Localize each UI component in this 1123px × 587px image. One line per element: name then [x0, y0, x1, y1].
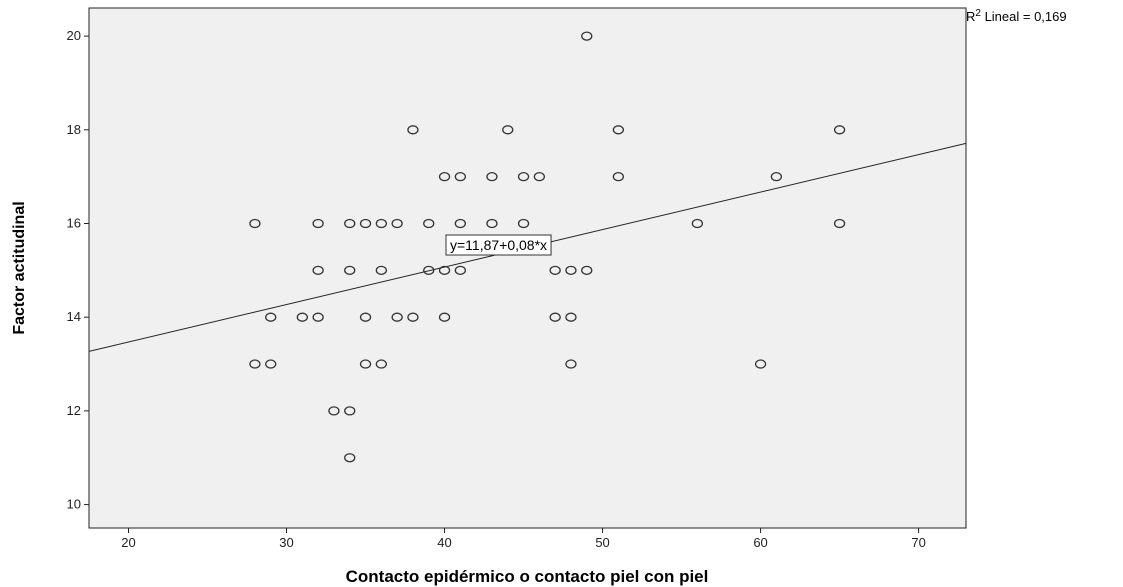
data-point [833, 218, 846, 229]
data-point [486, 218, 498, 229]
data-point [454, 265, 466, 275]
data-point [423, 218, 435, 229]
y-tick-label: 14 [67, 309, 81, 324]
data-point [754, 359, 767, 369]
y-axis-title: Factor actitudinal [11, 201, 28, 334]
data-point [359, 359, 372, 369]
data-point [549, 312, 561, 322]
data-point [438, 312, 451, 322]
data-point [565, 265, 577, 275]
data-point [438, 171, 451, 182]
data-point [359, 218, 372, 229]
data-point [517, 218, 530, 229]
x-tick-label: 60 [753, 535, 767, 550]
data-point [265, 359, 277, 369]
data-point [691, 218, 704, 229]
y-tick-label: 20 [67, 28, 81, 43]
data-point [454, 218, 466, 229]
y-tick-label: 18 [67, 122, 81, 137]
data-point [328, 406, 340, 416]
data-point [296, 312, 308, 322]
data-point [391, 312, 403, 322]
data-point [359, 312, 372, 322]
y-tick-label: 16 [67, 215, 81, 230]
data-points [249, 31, 846, 463]
data-point [312, 218, 324, 229]
data-point [391, 218, 403, 229]
data-point [502, 125, 514, 135]
data-point [549, 265, 561, 275]
y-axis: 10 12 14 16 18 20 [67, 28, 89, 512]
data-point [312, 312, 324, 322]
data-point [770, 171, 783, 182]
r2-rest: Lineal = 0,169 [981, 9, 1067, 24]
x-tick-label: 40 [437, 535, 451, 550]
x-tick-label: 70 [911, 535, 925, 550]
data-point [833, 125, 846, 135]
data-point [581, 31, 593, 41]
plot-area [88, 7, 967, 529]
data-point [517, 171, 530, 182]
y-tick-label: 12 [67, 403, 81, 418]
data-point [486, 171, 498, 182]
r2-sup: 2 [975, 8, 981, 19]
data-point [423, 265, 435, 275]
equation-box [445, 234, 552, 256]
r2-base: R [966, 9, 975, 24]
data-point [612, 125, 625, 135]
data-point [581, 265, 593, 275]
data-point [565, 359, 577, 369]
data-point [375, 218, 387, 229]
data-point [612, 171, 625, 182]
x-axis: 20 30 40 50 60 70 [121, 528, 926, 550]
regression-equation: y=11,87+0,08*x [450, 237, 547, 253]
r2-label: R2 Lineal = 0,169 [966, 8, 1067, 24]
data-point [533, 171, 546, 182]
data-point [344, 406, 356, 416]
data-point [344, 453, 356, 463]
x-axis-title: Contacto epidérmico o contacto piel con … [346, 567, 709, 586]
data-point [249, 218, 261, 229]
data-point [249, 359, 261, 369]
data-point [375, 359, 387, 369]
x-tick-label: 50 [595, 535, 609, 550]
x-tick-label: 20 [121, 535, 135, 550]
data-point [375, 265, 387, 275]
data-point [265, 312, 277, 322]
data-point [344, 218, 356, 229]
data-point [407, 125, 419, 135]
y-tick-label: 10 [67, 497, 81, 512]
data-point [312, 265, 324, 275]
data-point [407, 312, 419, 322]
data-point [438, 265, 451, 275]
data-point [454, 171, 466, 182]
data-point [565, 312, 577, 322]
x-tick-label: 30 [279, 535, 293, 550]
data-point [344, 265, 356, 275]
